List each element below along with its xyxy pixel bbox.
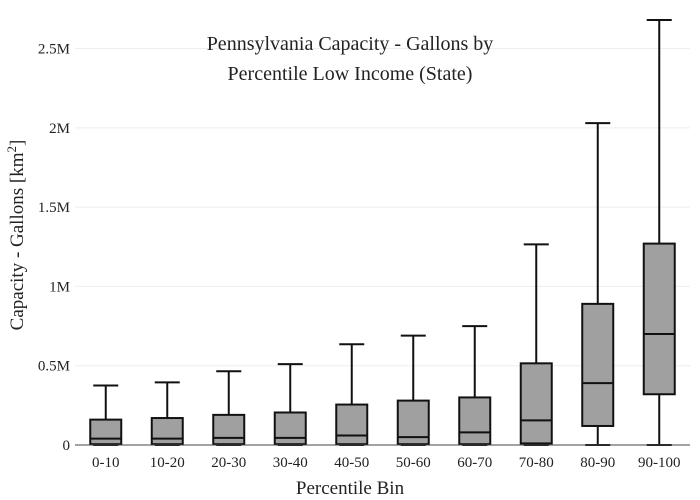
iqr-box <box>273 411 307 446</box>
x-tick-label: 60-70 <box>457 455 492 471</box>
chart-title-line-2: Percentile Low Income (State) <box>228 63 473 85</box>
iqr-box <box>150 417 184 446</box>
y-axis-title-superscript: 2 <box>4 146 19 153</box>
box-70-80 <box>519 243 553 446</box>
x-tick-label: 0-10 <box>92 455 120 471</box>
box-30-40 <box>273 363 307 446</box>
iqr-box <box>89 418 123 446</box>
iqr-box <box>581 302 615 427</box>
x-tick-label: 70-80 <box>519 455 554 471</box>
x-tick-label: 20-30 <box>211 455 246 471</box>
box-80-90 <box>581 122 615 446</box>
box-10-20 <box>150 381 184 446</box>
box-series <box>89 19 676 446</box>
x-tick-label: 10-20 <box>150 455 185 471</box>
box-20-30 <box>212 370 246 446</box>
chart-title-line-1: Pennsylvania Capacity - Gallons by <box>207 33 494 55</box>
y-axis-title-end: ] <box>7 140 28 146</box>
y-axis-title: Capacity - Gallons [km2] <box>4 140 28 331</box>
y-tick-label: 1M <box>49 279 70 295</box>
iqr-box <box>212 413 246 446</box>
box-40-50 <box>335 343 369 446</box>
iqr-box <box>335 403 369 446</box>
iqr-box <box>519 362 553 445</box>
iqr-box <box>458 396 492 446</box>
box-0-10 <box>89 384 123 446</box>
x-tick-labels: 0-10 10-20 20-30 30-40 40-50 50-60 60-70 70-80 8… <box>92 455 681 471</box>
x-tick-label: 50-60 <box>396 455 431 471</box>
box-50-60 <box>396 334 430 446</box>
y-tick-labels: 0 0.5M 1M 1.5M 2M 2.5M <box>38 42 70 454</box>
iqr-box <box>642 242 676 396</box>
x-tick-label: 90-100 <box>638 455 681 471</box>
x-tick-label: 80-90 <box>580 455 615 471</box>
box-60-70 <box>458 325 492 446</box>
box-90-100 <box>642 19 676 446</box>
y-axis-title-main: Capacity - Gallons [km <box>7 152 28 330</box>
y-tick-label: 0.5M <box>38 359 70 375</box>
x-tick-label: 30-40 <box>273 455 308 471</box>
y-tick-label: 0 <box>63 438 71 454</box>
x-axis-title: Percentile Bin <box>296 478 405 499</box>
y-tick-label: 2.5M <box>38 42 70 58</box>
y-tick-label: 2M <box>49 121 70 137</box>
y-tick-label: 1.5M <box>38 200 70 216</box>
x-tick-label: 40-50 <box>334 455 369 471</box>
